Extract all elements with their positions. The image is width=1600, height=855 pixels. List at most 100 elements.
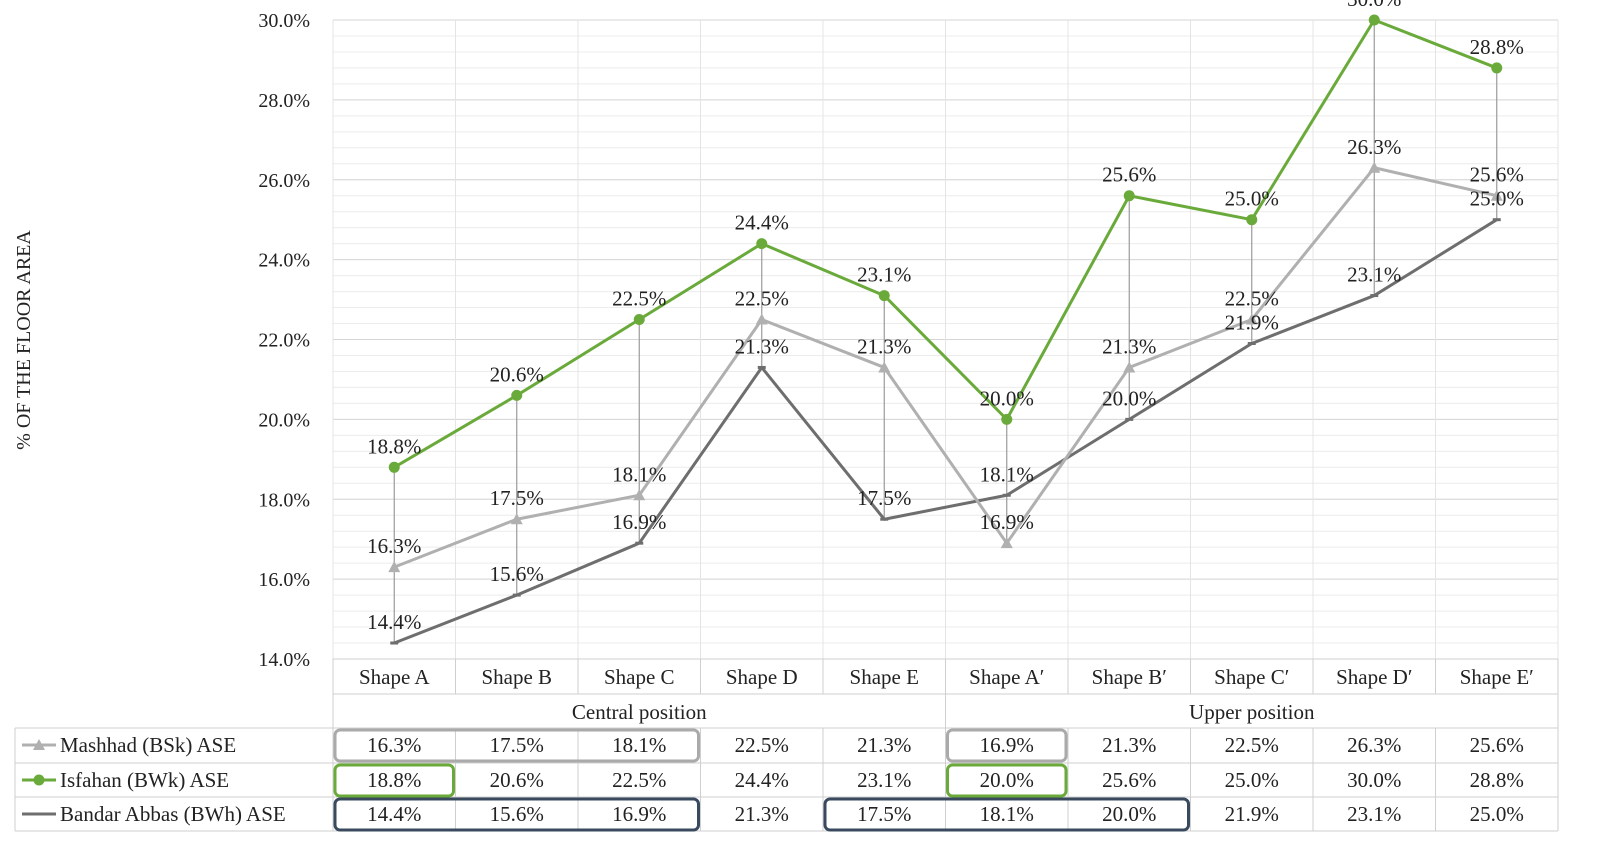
highlight-box [946, 728, 1068, 763]
data-label: 16.3% [367, 534, 421, 558]
y-tick-label: 24.0% [258, 250, 310, 272]
legend-entry: Bandar Abbas (BWh) ASE [60, 802, 286, 826]
data-label: 18.1% [612, 462, 666, 486]
y-axis: 14.0% 16.0% 18.0% 20.0% 22.0% 24.0% 26.0% 28.0%… [258, 10, 310, 671]
table-cell-value: 18.1% [980, 802, 1034, 826]
x-tick-label: Shape B [481, 665, 552, 689]
table-cell-value: 22.5% [612, 768, 666, 792]
data-point [756, 238, 768, 250]
x-tick-label: Shape D [726, 665, 798, 689]
data-label: 18.1% [980, 462, 1034, 486]
series-line [393, 166, 1498, 569]
data-label: 23.1% [857, 263, 911, 287]
x-tick-label: Shape E [850, 665, 919, 689]
data-point [1123, 361, 1136, 373]
legend-key-marker [33, 774, 45, 786]
data-point [388, 561, 401, 573]
x-tick-label: Shape E′ [1460, 665, 1534, 689]
data-label: 30.0% [1347, 0, 1401, 11]
x-tick-label: Shape A [359, 665, 430, 689]
data-labels: 16.3% 17.5% 18.1% 22.5% 21.3% 16.9% 21.3% 22.5%… [367, 0, 1524, 634]
series-line [393, 218, 1498, 645]
data-label: 20.6% [490, 362, 544, 386]
y-tick-label: 14.0% [258, 649, 310, 671]
data-label: 23.1% [1347, 263, 1401, 287]
y-tick-label: 20.0% [258, 409, 310, 431]
data-point [1368, 161, 1381, 173]
y-tick-label: 28.0% [258, 90, 310, 112]
series-line [393, 18, 1498, 469]
data-label: 21.3% [735, 334, 789, 358]
series-lines [388, 14, 1503, 645]
data-label: 25.6% [1102, 163, 1156, 187]
data-label: 21.3% [857, 334, 911, 358]
highlight-box [333, 728, 700, 763]
data-label: 17.5% [490, 486, 544, 510]
table-cell-value: 18.8% [367, 768, 421, 792]
highlight-box [333, 797, 700, 832]
highlight-boxes [333, 728, 1190, 832]
data-point [1368, 14, 1380, 26]
data-label: 15.6% [490, 562, 544, 586]
highlight-box [823, 797, 1190, 832]
data-label: 17.5% [857, 486, 911, 510]
group-label: Central position [572, 700, 707, 724]
legend-entry: Mashhad (BSk) ASE [60, 733, 236, 757]
data-label: 18.8% [367, 434, 421, 458]
table-cell-value: 21.3% [1102, 733, 1156, 757]
data-label: 14.4% [367, 610, 421, 634]
y-tick-label: 22.0% [258, 330, 310, 352]
table-cell-value: 16.3% [367, 733, 421, 757]
group-label: Upper position [1189, 700, 1315, 724]
data-point [1246, 214, 1258, 226]
data-point [878, 290, 890, 302]
y-axis-label: % OF THE FLOOR AREA [13, 230, 35, 450]
data-point [1001, 413, 1013, 425]
table-cell-value: 22.5% [735, 733, 789, 757]
table-cell-value: 20.0% [980, 768, 1034, 792]
data-point [388, 461, 400, 473]
drop-lines [393, 20, 1498, 644]
data-label: 22.5% [612, 287, 666, 311]
data-point [633, 489, 646, 501]
y-tick-label: 16.0% [258, 569, 310, 591]
table-cell-value: 21.9% [1225, 802, 1279, 826]
x-tick-label: Shape C′ [1214, 665, 1289, 689]
x-tick-label: Shape C [604, 665, 675, 689]
table-cell-value: 16.9% [612, 802, 666, 826]
table-cell-value: 23.1% [1347, 802, 1401, 826]
data-table: Shape A Shape B Shape C Shape D Shape E Shape… [14, 658, 1559, 832]
table-cell-value: 25.6% [1102, 768, 1156, 792]
table-cell-value: 20.6% [490, 768, 544, 792]
data-label: 16.9% [612, 510, 666, 534]
table-cell-value: 30.0% [1347, 768, 1401, 792]
data-point [878, 361, 891, 373]
table-cell-value: 21.3% [857, 733, 911, 757]
table-cell-value: 28.8% [1470, 768, 1524, 792]
data-label: 26.3% [1347, 135, 1401, 159]
data-point [1491, 62, 1503, 74]
data-point [511, 389, 523, 401]
x-tick-label: Shape D′ [1336, 665, 1412, 689]
table-cell-value: 16.9% [980, 733, 1034, 757]
table-cell-value: 18.1% [612, 733, 666, 757]
legend-entry: Isfahan (BWk) ASE [60, 768, 229, 792]
data-point [755, 313, 768, 325]
table-cell-value: 15.6% [490, 802, 544, 826]
table-cell-value: 25.0% [1225, 768, 1279, 792]
table-cell-value: 25.0% [1470, 802, 1524, 826]
data-label: 25.0% [1470, 187, 1524, 211]
legend-key-marker [33, 739, 45, 750]
table-cell-value: 21.3% [735, 802, 789, 826]
table-cell-value: 25.6% [1470, 733, 1524, 757]
data-point [1490, 189, 1503, 201]
table-cell-value: 17.5% [857, 802, 911, 826]
table-cell-value: 22.5% [1225, 733, 1279, 757]
table-cell-value: 17.5% [490, 733, 544, 757]
data-label: 21.9% [1225, 310, 1279, 334]
data-label: 22.5% [1225, 287, 1279, 311]
y-tick-label: 30.0% [258, 10, 310, 32]
data-label: 20.0% [1102, 386, 1156, 410]
data-point [1000, 537, 1013, 549]
